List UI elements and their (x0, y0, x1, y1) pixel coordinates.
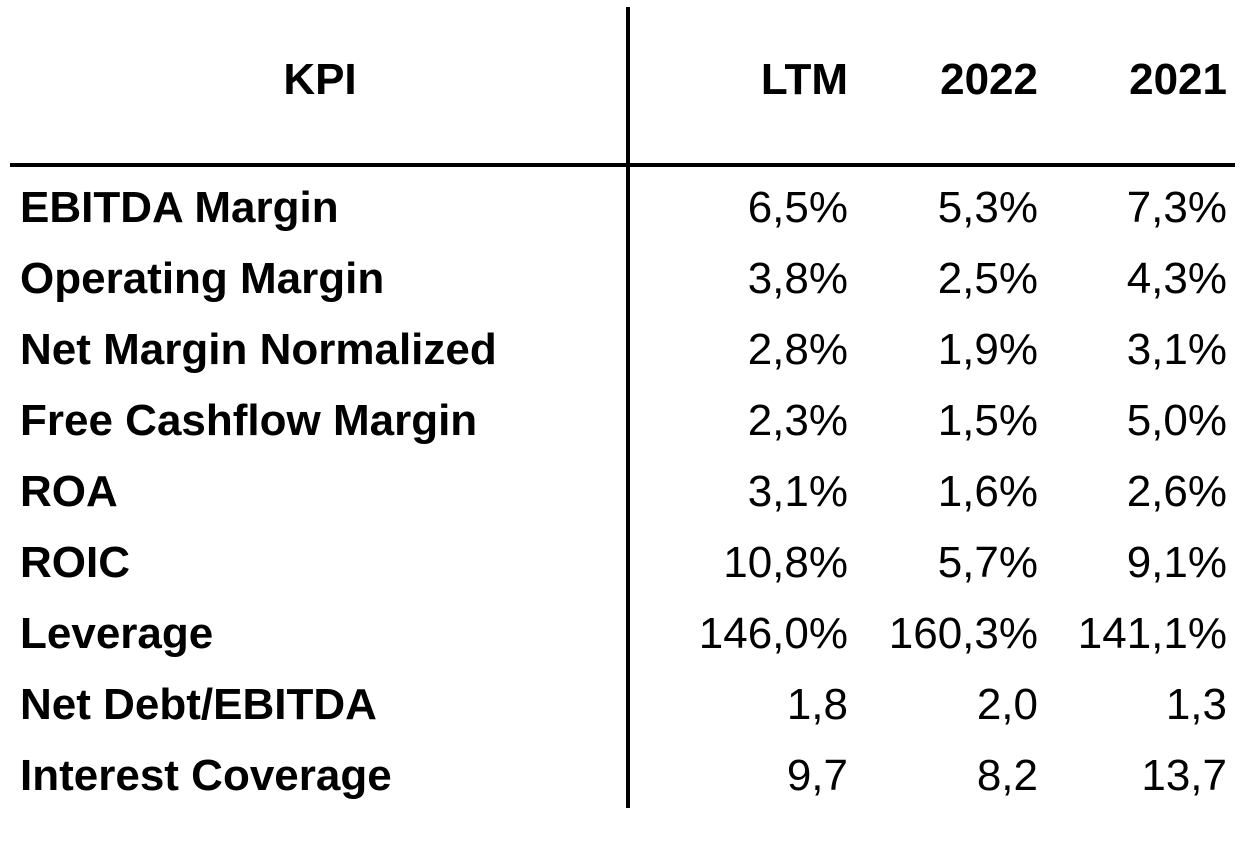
header-ltm: LTM (760, 55, 848, 104)
cell-2021: 5,0% (1126, 396, 1227, 445)
row-label: Net Margin Normalized (20, 325, 497, 374)
table-row: Leverage 146,0% 160,3% 141,1% (0, 598, 1257, 669)
cell-2022: 5,3% (937, 183, 1038, 232)
cell-2021: 1,3 (1165, 680, 1227, 729)
cell-2022: 1,9% (937, 325, 1038, 374)
header-2021: 2021 (1129, 55, 1227, 104)
cell-2021: 7,3% (1126, 183, 1227, 232)
cell-ltm: 3,1% (747, 467, 848, 516)
cell-ltm: 146,0% (698, 609, 848, 658)
cell-2022: 1,6% (937, 467, 1038, 516)
table-row: Net Debt/EBITDA 1,8 2,0 1,3 (0, 669, 1257, 740)
cell-ltm: 1,8 (786, 680, 848, 729)
cell-ltm: 2,8% (747, 325, 848, 374)
cell-2021: 141,1% (1077, 609, 1227, 658)
table-row: ROIC 10,8% 5,7% 9,1% (0, 527, 1257, 598)
row-label: Free Cashflow Margin (20, 396, 478, 445)
cell-ltm: 10,8% (723, 538, 848, 587)
row-label: ROIC (20, 538, 130, 587)
cell-ltm: 3,8% (747, 254, 848, 303)
cell-ltm: 9,7 (786, 751, 848, 800)
table-row: Free Cashflow Margin 2,3% 1,5% 5,0% (0, 385, 1257, 456)
cell-2021: 13,7 (1141, 751, 1227, 800)
table-row: EBITDA Margin 6,5% 5,3% 7,3% (0, 172, 1257, 243)
cell-2021: 9,1% (1126, 538, 1227, 587)
row-label: Operating Margin (20, 254, 385, 303)
row-label: ROA (20, 467, 118, 516)
header-divider (10, 163, 1235, 167)
row-label: Leverage (20, 609, 214, 658)
table-body: EBITDA Margin 6,5% 5,3% 7,3% Operating M… (0, 172, 1257, 811)
cell-ltm: 6,5% (747, 183, 848, 232)
table-row: Net Margin Normalized 2,8% 1,9% 3,1% (0, 314, 1257, 385)
row-label: Interest Coverage (20, 751, 392, 800)
row-label: EBITDA Margin (20, 183, 339, 232)
cell-2022: 5,7% (937, 538, 1038, 587)
cell-ltm: 2,3% (747, 396, 848, 445)
header-2022: 2022 (940, 55, 1038, 104)
row-label: Net Debt/EBITDA (20, 680, 377, 729)
table-row: Operating Margin 3,8% 2,5% 4,3% (0, 243, 1257, 314)
cell-2022: 160,3% (888, 609, 1038, 658)
cell-2022: 2,5% (937, 254, 1038, 303)
cell-2022: 2,0 (976, 680, 1038, 729)
table-row: Interest Coverage 9,7 8,2 13,7 (0, 740, 1257, 811)
cell-2022: 1,5% (937, 396, 1038, 445)
column-divider (626, 7, 630, 808)
cell-2021: 4,3% (1126, 254, 1227, 303)
cell-2021: 3,1% (1126, 325, 1227, 374)
header-row: KPI LTM 2022 2021 (0, 50, 1257, 110)
header-kpi: KPI (283, 55, 357, 104)
cell-2022: 8,2 (976, 751, 1038, 800)
cell-2021: 2,6% (1126, 467, 1227, 516)
table-row: ROA 3,1% 1,6% 2,6% (0, 456, 1257, 527)
